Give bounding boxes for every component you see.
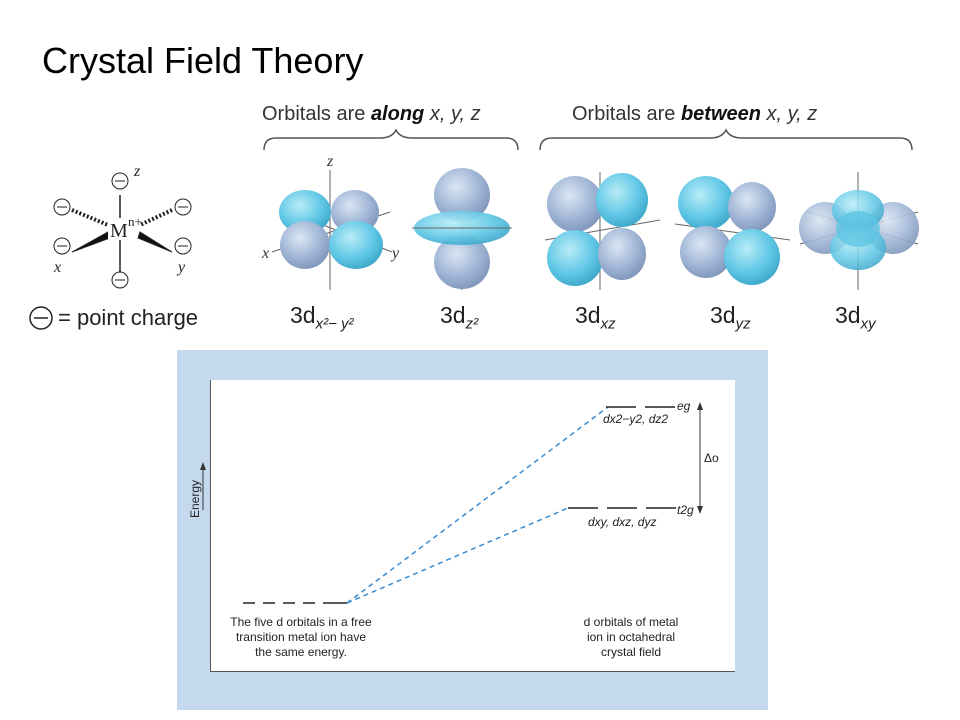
octahedral-complex bbox=[53, 172, 192, 289]
free-ion-caption: The five d orbitals in a free transition… bbox=[230, 615, 372, 659]
between-brace bbox=[539, 128, 913, 151]
octahedron-z-label: z bbox=[133, 163, 141, 180]
orbital-label-dyz: 3dyz bbox=[710, 302, 751, 333]
along-axes-header: Orbitals are along x, y, z bbox=[262, 103, 481, 125]
t2g-connector bbox=[346, 507, 569, 604]
orbital-x-axis-label: x bbox=[261, 245, 269, 262]
eg-orbitals-label: dx2−y2, dz2 bbox=[603, 412, 669, 426]
orbital-dxy bbox=[799, 172, 919, 290]
metal-charge: n+ bbox=[128, 214, 142, 229]
orbital-label-dx2-y2: 3dx²− y² bbox=[290, 302, 354, 333]
orbital-z-axis-label: z bbox=[326, 153, 334, 170]
t2g-orbitals-label: dxy, dxz, dyz bbox=[588, 515, 657, 529]
octahedron-y-label: y bbox=[176, 259, 186, 276]
orbital-dz2 bbox=[412, 168, 512, 290]
energy-diagram-plot bbox=[210, 380, 735, 672]
eg-label: eg bbox=[677, 399, 691, 413]
metal-symbol: M bbox=[110, 220, 128, 242]
orbital-dyz bbox=[674, 176, 791, 285]
orbital-label-dxy: 3dxy bbox=[835, 302, 876, 333]
along-brace bbox=[263, 128, 519, 151]
energy-axis-label: Energy bbox=[188, 479, 202, 518]
between-axes-header: Orbitals are between x, y, z bbox=[572, 103, 818, 125]
page-title: Crystal Field Theory bbox=[42, 40, 364, 81]
orbital-dx2-y2 bbox=[271, 170, 393, 290]
orbital-label-dz2: 3dz² bbox=[440, 302, 479, 333]
eg-connector bbox=[346, 406, 609, 604]
octahedral-caption: d orbitals of metal ion in octahedral cr… bbox=[583, 615, 679, 659]
orbital-dxz bbox=[544, 172, 661, 290]
t2g-label: t2g bbox=[677, 503, 694, 517]
octahedron-x-label: x bbox=[53, 259, 61, 276]
orbital-y-axis-label: y bbox=[390, 245, 400, 262]
point-charge-label: = point charge bbox=[58, 305, 199, 330]
orbital-label-dxz: 3dxz bbox=[575, 302, 616, 333]
delta-o-label: Δo bbox=[704, 451, 719, 465]
